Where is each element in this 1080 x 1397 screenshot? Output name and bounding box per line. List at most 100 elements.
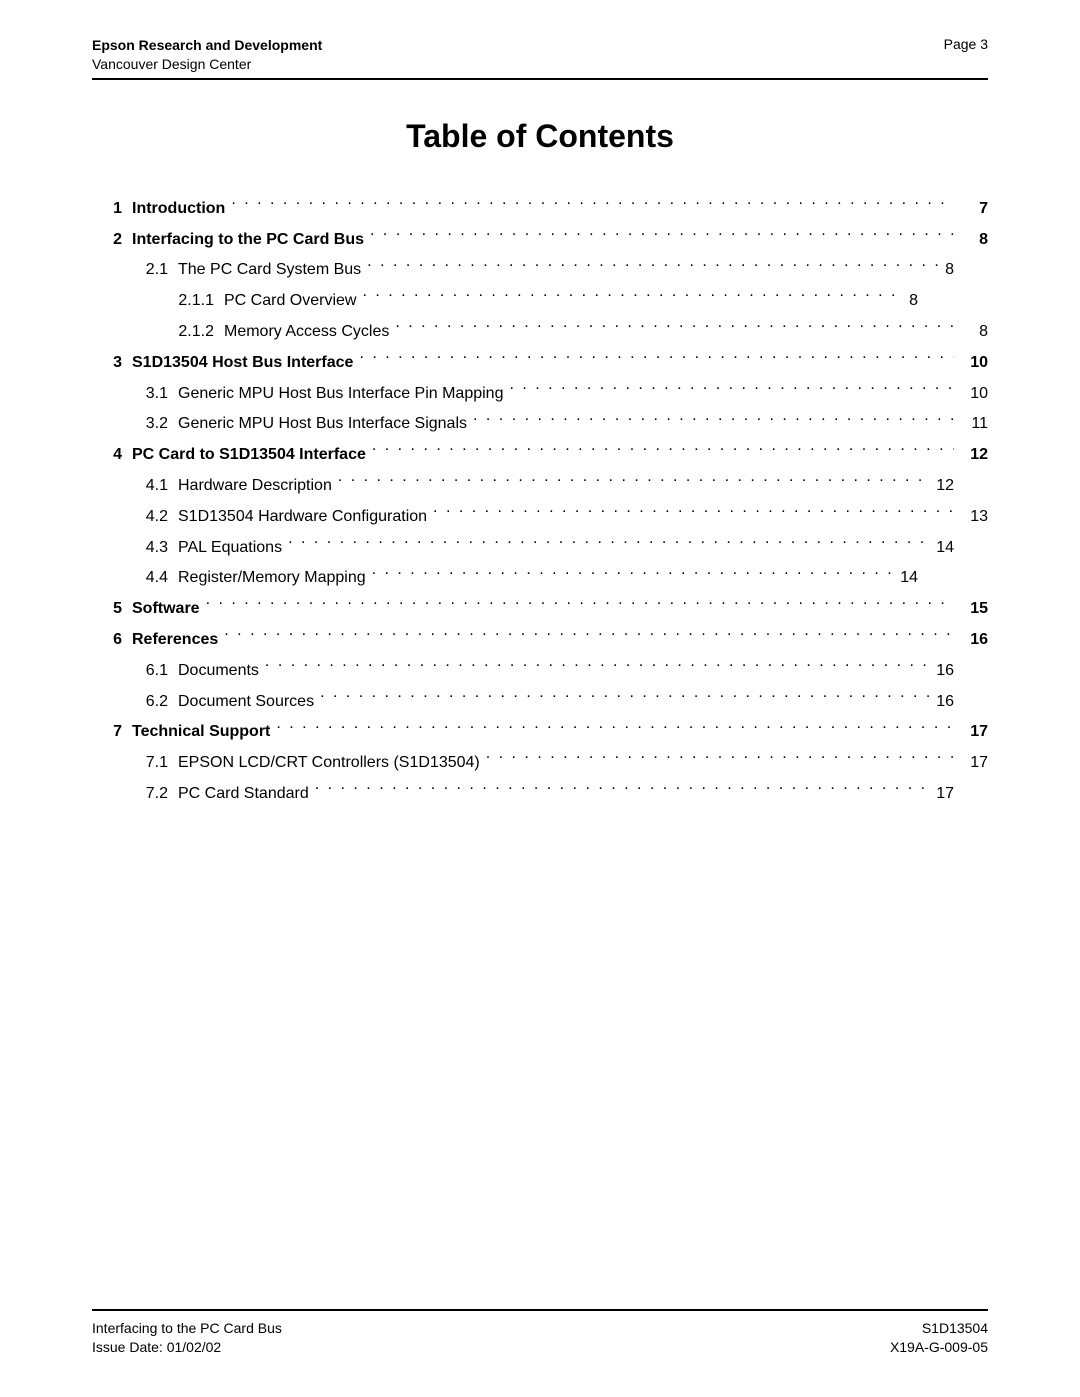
toc-entry-page: 16 — [960, 628, 988, 653]
header-rule — [92, 78, 988, 80]
page-title: Table of Contents — [92, 118, 988, 155]
toc-entry-number: 1 — [92, 197, 132, 222]
toc-leader-dots — [473, 412, 954, 428]
toc-leader-dots — [338, 474, 930, 490]
toc-leader-dots — [224, 628, 954, 644]
toc-entry-page: 17 — [960, 720, 988, 745]
table-of-contents: 1Introduction72Interfacing to the PC Car… — [92, 197, 988, 807]
toc-entry-label: Software — [132, 597, 200, 622]
footer-rule — [92, 1309, 988, 1311]
toc-entry-page: 8 — [960, 320, 988, 345]
page-header: Epson Research and Development Vancouver… — [92, 36, 988, 80]
toc-entry-label: PC Card Overview — [224, 289, 356, 314]
toc-entry-label: Documents — [178, 659, 259, 684]
toc-entry-page: 12 — [960, 443, 988, 468]
toc-entry-label: Generic MPU Host Bus Interface Pin Mappi… — [178, 382, 503, 407]
toc-entry-number: 2 — [92, 228, 132, 253]
toc-leader-dots — [372, 566, 895, 582]
toc-entry-label: Introduction — [132, 197, 225, 222]
toc-entry: 1Introduction7 — [92, 197, 988, 222]
toc-entry-number: 6 — [92, 628, 132, 653]
toc-entry: 2.1.2Memory Access Cycles 8 — [92, 320, 988, 345]
toc-leader-dots — [486, 751, 954, 767]
toc-entry-number: 4.1 — [92, 474, 178, 499]
toc-entry-label: Document Sources — [178, 690, 314, 715]
toc-entry-number: 2.1 — [92, 258, 178, 283]
toc-entry: 7.1EPSON LCD/CRT Controllers (S1D13504) 1… — [92, 751, 988, 776]
toc-entry: 6References 16 — [92, 628, 988, 653]
toc-entry: 6.2Document Sources16 — [92, 690, 988, 715]
toc-entry-number: 2.1.2 — [92, 320, 224, 345]
toc-entry-label: Technical Support — [132, 720, 270, 745]
toc-entry-page: 13 — [960, 505, 988, 530]
toc-entry-label: S1D13504 Hardware Configuration — [178, 505, 427, 530]
toc-entry: 3.1Generic MPU Host Bus Interface Pin Ma… — [92, 382, 988, 407]
toc-entry: 4.1Hardware Description 12 — [92, 474, 988, 499]
footer-product: S1D13504 — [890, 1319, 988, 1338]
toc-entry-page: 11 — [960, 412, 988, 437]
footer-doc-title: Interfacing to the PC Card Bus — [92, 1319, 282, 1338]
toc-entry: 4PC Card to S1D13504 Interface 12 — [92, 443, 988, 468]
toc-entry-label: S1D13504 Host Bus Interface — [132, 351, 353, 376]
toc-leader-dots — [206, 597, 954, 613]
toc-leader-dots — [370, 228, 954, 244]
toc-entry: 4.2S1D13504 Hardware Configuration 13 — [92, 505, 988, 530]
toc-entry-page: 12 — [936, 474, 988, 499]
toc-entry: 4.3PAL Equations 14 — [92, 536, 988, 561]
toc-entry: 2.1.1PC Card Overview8 — [92, 289, 988, 314]
toc-entry: 4.4Register/Memory Mapping14 — [92, 566, 988, 591]
toc-entry: 3S1D13504 Host Bus Interface 10 — [92, 351, 988, 376]
toc-entry-label: Hardware Description — [178, 474, 332, 499]
toc-leader-dots — [362, 289, 903, 305]
toc-entry-label: Interfacing to the PC Card Bus — [132, 228, 364, 253]
header-org: Epson Research and Development — [92, 36, 322, 55]
toc-leader-dots — [288, 536, 930, 552]
toc-entry-label: PC Card to S1D13504 Interface — [132, 443, 366, 468]
toc-entry-page: 16 — [936, 659, 988, 684]
toc-entry-page: 17 — [936, 782, 988, 807]
toc-entry-label: Generic MPU Host Bus Interface Signals — [178, 412, 467, 437]
toc-entry-number: 6.1 — [92, 659, 178, 684]
toc-entry-number: 7 — [92, 720, 132, 745]
toc-entry: 7Technical Support 17 — [92, 720, 988, 745]
toc-entry-label: PC Card Standard — [178, 782, 309, 807]
toc-entry-number: 3 — [92, 351, 132, 376]
toc-entry-page: 14 — [936, 536, 988, 561]
footer-doc-number: X19A-G-009-05 — [890, 1338, 988, 1357]
toc-entry-page: 14 — [900, 566, 988, 591]
toc-entry-number: 3.2 — [92, 412, 178, 437]
toc-entry: 3.2Generic MPU Host Bus Interface Signal… — [92, 412, 988, 437]
header-dept: Vancouver Design Center — [92, 55, 322, 74]
toc-leader-dots — [315, 782, 930, 798]
toc-entry: 5Software 15 — [92, 597, 988, 622]
toc-entry-page: 10 — [960, 351, 988, 376]
toc-entry-page: 15 — [960, 597, 988, 622]
toc-entry-number: 4.2 — [92, 505, 178, 530]
toc-entry-label: The PC Card System Bus — [178, 258, 361, 283]
toc-entry-page: 8 — [960, 228, 988, 253]
toc-entry-page: 17 — [960, 751, 988, 776]
toc-entry-page: 8 — [945, 258, 988, 283]
toc-entry-number: 4.3 — [92, 536, 178, 561]
footer-issue-date: Issue Date: 01/02/02 — [92, 1338, 282, 1357]
toc-entry-label: EPSON LCD/CRT Controllers (S1D13504) — [178, 751, 480, 776]
toc-entry: 7.2PC Card Standard 17 — [92, 782, 988, 807]
toc-leader-dots — [320, 690, 930, 706]
toc-entry-number: 7.2 — [92, 782, 178, 807]
toc-leader-dots — [276, 720, 954, 736]
page-footer: Interfacing to the PC Card Bus Issue Dat… — [92, 1305, 988, 1357]
toc-leader-dots — [395, 320, 954, 336]
toc-leader-dots — [433, 505, 954, 521]
toc-entry-number: 4 — [92, 443, 132, 468]
toc-entry-number: 2.1.1 — [92, 289, 224, 314]
toc-leader-dots — [372, 443, 954, 459]
header-left: Epson Research and Development Vancouver… — [92, 36, 322, 74]
toc-entry-number: 4.4 — [92, 566, 178, 591]
toc-entry-label: Memory Access Cycles — [224, 320, 389, 345]
toc-entry-number: 5 — [92, 597, 132, 622]
footer-right: S1D13504 X19A-G-009-05 — [890, 1319, 988, 1357]
toc-entry-number: 7.1 — [92, 751, 178, 776]
toc-entry-label: References — [132, 628, 218, 653]
toc-entry-label: PAL Equations — [178, 536, 282, 561]
toc-entry-number: 3.1 — [92, 382, 178, 407]
